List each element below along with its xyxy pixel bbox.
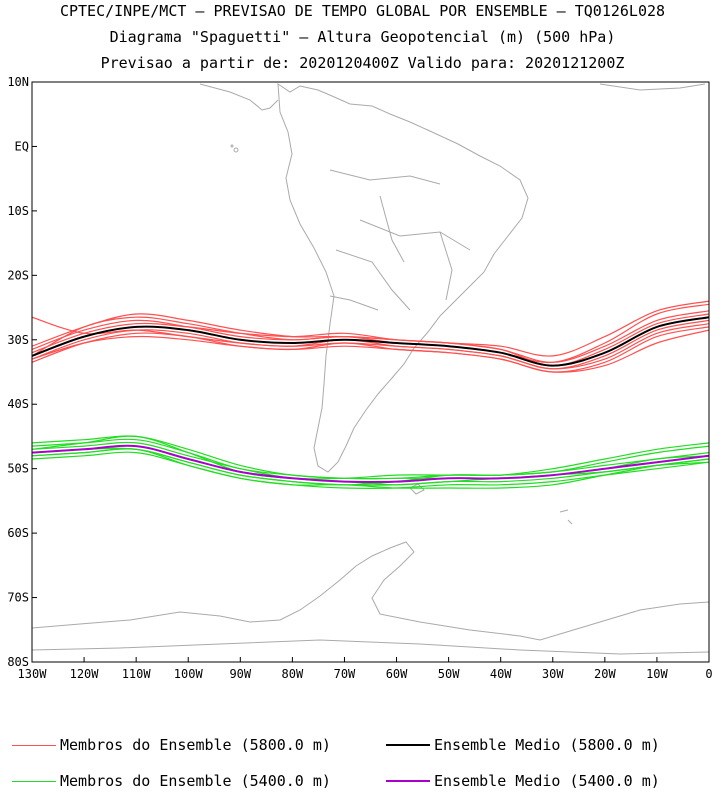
lat-tick-label: 20S	[7, 268, 29, 282]
lon-tick-label: 70W	[334, 667, 356, 681]
lat-tick-label: 10N	[7, 75, 29, 89]
lon-tick-label: 30W	[542, 667, 564, 681]
chart-title-line-3: Previsao a partir de: 2020120400Z Valido…	[100, 54, 625, 72]
lat-tick-label: 60S	[7, 526, 29, 540]
lon-tick-label: 100W	[174, 667, 204, 681]
member-line-5800-3	[32, 313, 709, 367]
member-line-5800-4	[32, 303, 709, 364]
chart-title-line-2: Diagrama "Spaguetti" – Altura Geopotenci…	[109, 28, 616, 46]
lon-tick-label: 80W	[282, 667, 304, 681]
lon-tick-label: 50W	[438, 667, 460, 681]
legend-swatch-members-5400	[12, 780, 56, 782]
legend-members-5400: Membros do Ensemble (5400.0 m)	[12, 772, 331, 790]
legend-mean-5400: Ensemble Medio (5400.0 m)	[386, 772, 660, 790]
legend-label-mean-5400: Ensemble Medio (5400.0 m)	[434, 772, 660, 790]
lat-tick-label: 50S	[7, 462, 29, 476]
lon-tick-label: 20W	[594, 667, 616, 681]
member-line-5800-7	[32, 300, 709, 357]
lon-tick-label: 40W	[490, 667, 512, 681]
lat-tick-label: 70S	[7, 591, 29, 605]
chart-title-line-1: CPTEC/INPE/MCT – PREVISAO DE TEMPO GLOBA…	[59, 2, 666, 20]
legend-swatch-mean-5400	[386, 780, 430, 782]
legend-label-members-5800: Membros do Ensemble (5800.0 m)	[60, 736, 331, 754]
member-line-5800-5	[32, 316, 709, 370]
legend-label-mean-5800: Ensemble Medio (5800.0 m)	[434, 736, 660, 754]
lat-tick-label: EQ	[15, 139, 29, 153]
legend-swatch-members-5800	[12, 744, 56, 746]
legend-swatch-mean-5800	[386, 744, 430, 746]
lon-tick-label: 90W	[229, 667, 251, 681]
plot-frame	[31, 81, 710, 663]
lon-tick-label: 120W	[70, 667, 100, 681]
member-line-5400-15	[32, 447, 709, 486]
south-america-outline	[277, 83, 529, 473]
lon-tick-label: 10W	[646, 667, 668, 681]
coastline-outlines	[32, 83, 709, 655]
member-line-5400-13	[32, 451, 709, 489]
member-line-5400-14	[32, 435, 709, 480]
lon-tick-label: 60W	[386, 667, 408, 681]
lat-tick-label: 40S	[7, 397, 29, 411]
lat-tick-label: 80S	[7, 655, 29, 669]
member-line-5800-6	[32, 329, 709, 373]
lon-tick-label: 0	[705, 667, 712, 681]
lon-tick-label: 110W	[122, 667, 152, 681]
contour-lines	[32, 300, 709, 489]
lat-tick-label: 10S	[7, 204, 29, 218]
legend-label-members-5400: Membros do Ensemble (5400.0 m)	[60, 772, 331, 790]
lat-tick-label: 30S	[7, 333, 29, 347]
legend-mean-5800: Ensemble Medio (5800.0 m)	[386, 736, 660, 754]
member-line-5800-2	[32, 326, 709, 373]
mean-line-5800	[32, 316, 709, 367]
mean-line-5400	[32, 444, 709, 483]
lon-tick-label: 130W	[18, 667, 48, 681]
antarctica-outline	[32, 541, 709, 641]
legend-members-5800: Membros do Ensemble (5800.0 m)	[12, 736, 331, 754]
